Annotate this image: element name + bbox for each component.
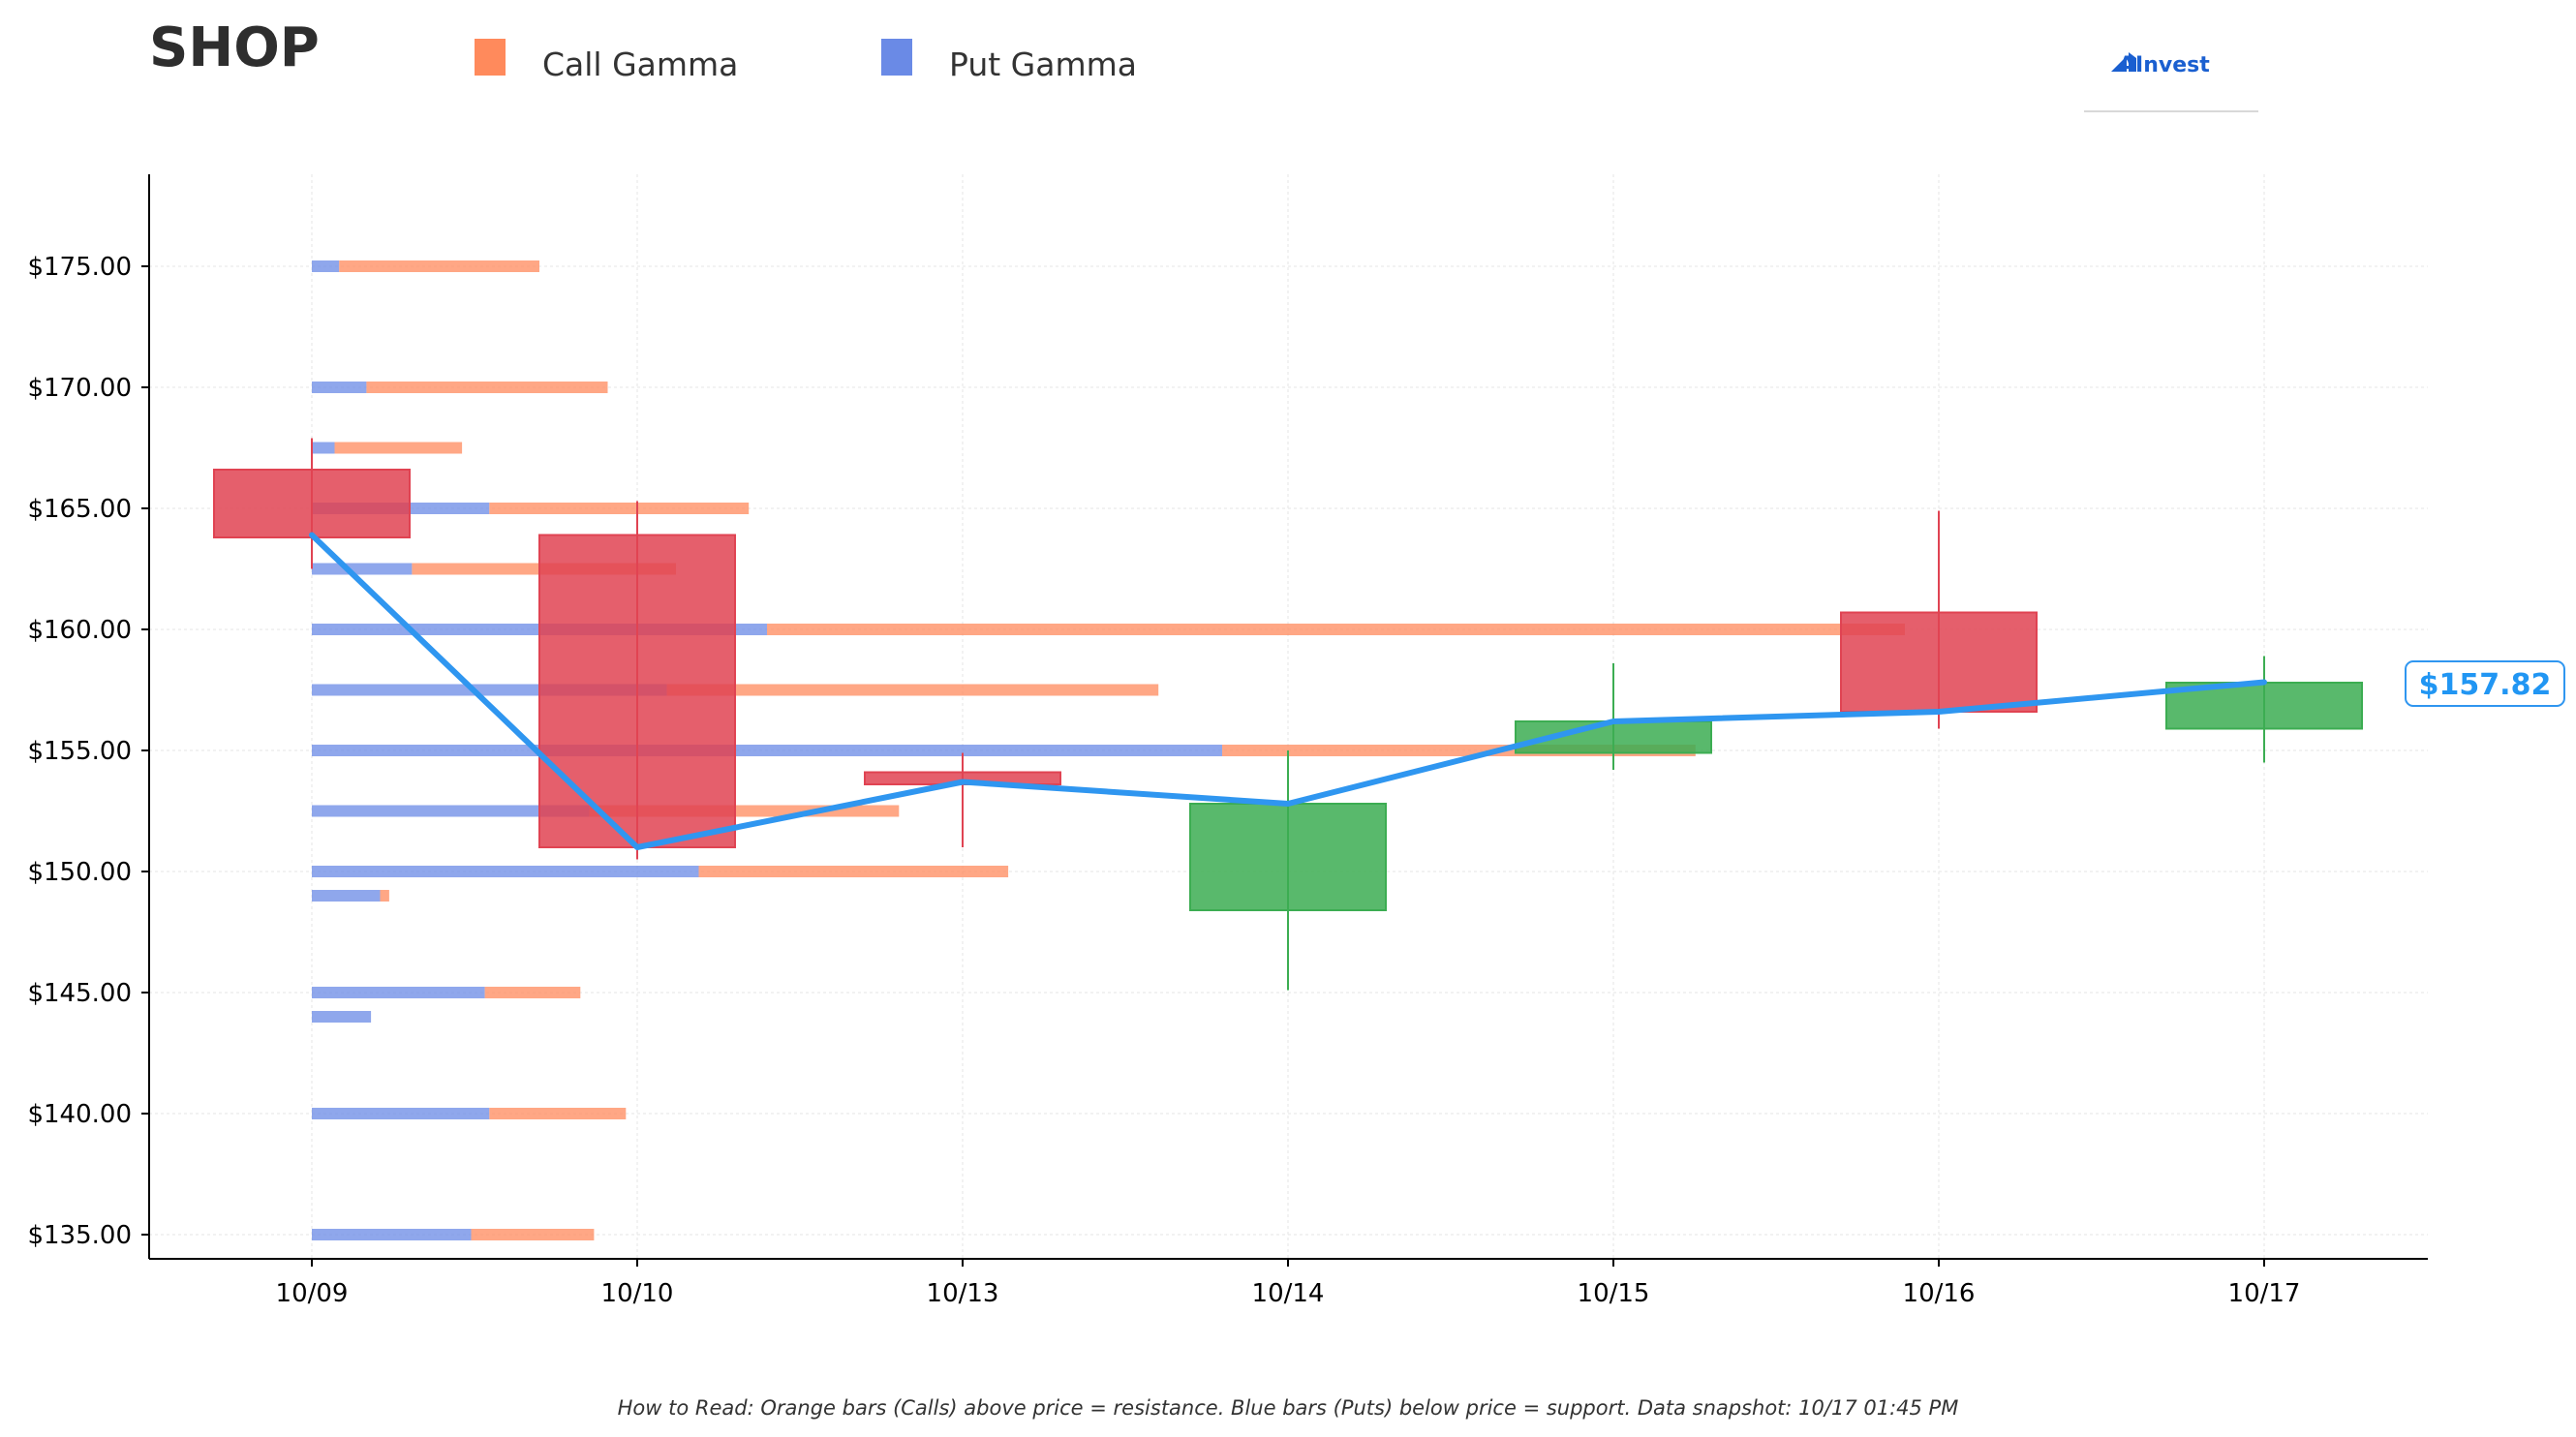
call-gamma-bar [380,890,389,902]
y-tick-label: $155.00 [27,737,132,766]
put-gamma-bar [312,805,590,817]
put-gamma-bar [312,1229,472,1240]
candle-body [213,469,411,538]
chart-title: SHOP [149,16,320,79]
x-tick-label: 10/09 [276,1279,349,1308]
put-gamma-bar [312,1011,372,1023]
call-gamma-bar [666,684,1159,696]
call-gamma-bar [484,987,581,998]
current-price-box [2405,660,2565,707]
footnote: How to Read: Orange bars (Calls) above p… [618,1396,1959,1420]
put-gamma-bar [312,442,335,454]
put-gamma-bar [312,1108,490,1119]
y-tick-label: $175.00 [27,253,132,282]
legend-call-swatch [475,39,506,76]
axes: $135.00 $140.00 $145.00 $150.00 $155.00 $160.… [27,174,2428,1308]
y-tick-label: $135.00 [27,1221,132,1250]
x-tick-label: 10/10 [601,1279,674,1308]
grid-lines [149,174,2428,1259]
put-gamma-bar [312,260,340,272]
call-gamma-bar [471,1229,595,1240]
legend-put-label: Put Gamma [949,46,1137,83]
price-line [309,532,2267,850]
logo-text: AInvest [2119,53,2210,77]
y-tick-label: $160.00 [27,616,132,645]
call-gamma-bar [366,382,608,393]
x-tick-label: 10/13 [927,1279,999,1308]
ainvest-logo: AInvest [2084,52,2258,112]
put-gamma-bar [312,987,485,998]
put-gamma-bar [312,382,367,393]
candles [213,438,2363,991]
x-tick-label: 10/15 [1578,1279,1650,1308]
y-tick-label: $150.00 [27,858,132,887]
put-gamma-bar [312,890,381,902]
candle-body [538,534,736,848]
y-tick-label: $170.00 [27,374,132,403]
current-price-tag: $157.82 [2405,660,2565,707]
call-gamma-bar [339,260,539,272]
call-gamma-bar [698,866,1009,877]
x-tick-label: 10/16 [1903,1279,1976,1308]
call-gamma-bar [489,503,750,514]
logo-mark-icon [2111,52,2136,72]
legend: Call Gamma Put Gamma [475,39,1137,83]
y-tick-label: $145.00 [27,979,132,1008]
put-gamma-bar [312,866,699,877]
x-tick-label: 10/14 [1252,1279,1325,1308]
put-gamma-bar [312,745,1222,756]
call-gamma-bar [489,1108,627,1119]
put-gamma-bar [312,563,413,575]
call-gamma-bar [334,442,463,454]
call-gamma-bar [767,624,1905,635]
candle-body [1840,611,2038,713]
legend-call-label: Call Gamma [542,46,738,83]
legend-put-swatch [881,39,912,76]
x-tick-label: 10/17 [2228,1279,2301,1308]
current-price-label: $157.82 [2419,668,2552,702]
price-line-layer [309,532,2267,850]
y-tick-label: $140.00 [27,1100,132,1129]
candle-body [1189,803,1387,911]
y-tick-label: $165.00 [27,495,132,524]
